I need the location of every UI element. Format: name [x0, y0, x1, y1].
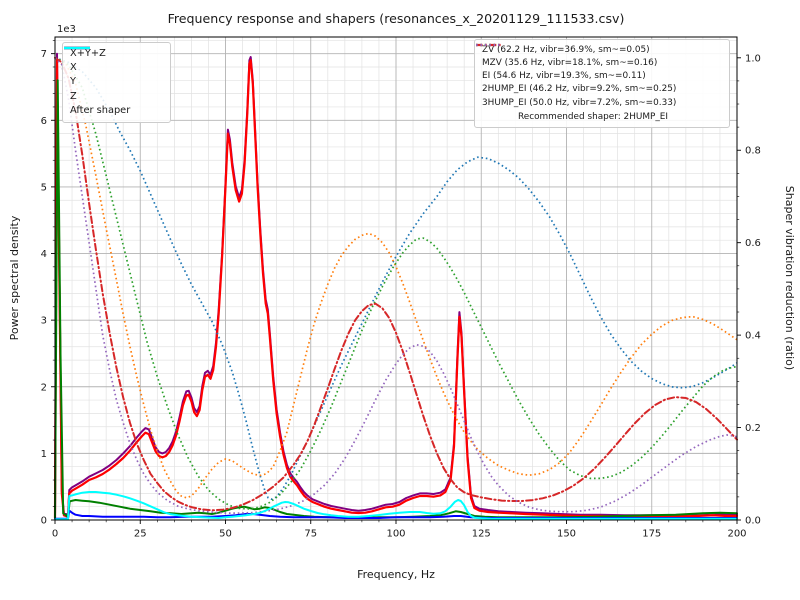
legend-item-label: 3HUMP_EI (50.0 Hz, vibr=7.2%, sm~=0.33)	[482, 97, 677, 108]
legend-item-label: ZV (62.2 Hz, vibr=36.9%, sm~=0.05)	[482, 45, 650, 55]
legend-line-swatch	[476, 43, 502, 47]
series-lines	[53, 52, 739, 521]
legend-item-y: Y	[64, 46, 162, 88]
legend-item-zv: ZV (62.2 Hz, vibr=36.9%, sm~=0.05)	[476, 43, 721, 56]
y-axis-label: Power spectral density	[8, 215, 21, 340]
y-axis-offset-label: 1e3	[57, 24, 76, 35]
axis-ticks	[51, 40, 741, 524]
tick-label: 25	[134, 529, 147, 540]
tick-label: 0.8	[745, 146, 761, 157]
tick-label: 100	[386, 529, 405, 540]
recommended-shaper-text: Recommended shaper: 2HUMP_EI	[518, 111, 669, 122]
tick-label: 175	[642, 529, 661, 540]
legend-shapers: ZV (62.2 Hz, vibr=36.9%, sm~=0.05) MZV (3…	[474, 39, 730, 128]
legend-item-label: After shaper	[70, 104, 131, 116]
legend-item-3hump_ei: 3HUMP_EI (50.0 Hz, vibr=7.2%, sm~=0.33)	[476, 43, 721, 109]
tick-label: 1.0	[745, 53, 761, 64]
legend-item-after: After shaper	[64, 46, 162, 117]
legend-item-label: Y	[70, 76, 76, 88]
series-shaper-mzv	[54, 57, 738, 499]
legend-item-label: EI (54.6 Hz, vibr=19.3%, sm~=0.11)	[482, 71, 646, 82]
tick-label: 5	[41, 182, 47, 193]
tick-label: 0	[41, 516, 47, 527]
y2-axis-label: Shaper vibration reduction (ratio)	[783, 186, 796, 370]
series-x	[53, 59, 739, 520]
legend-item-label: X+Y+Z	[70, 48, 106, 59]
legend-item-label: Z	[70, 90, 77, 102]
tick-label: 0.4	[745, 331, 761, 342]
legend-item-mzv: MZV (35.6 Hz, vibr=18.1%, sm~=0.16)	[476, 43, 721, 69]
legend-item-z: Z	[64, 46, 162, 103]
series-shaper-ei	[54, 57, 738, 510]
tick-label: 2	[41, 382, 47, 393]
tick-label: 7	[41, 49, 47, 60]
tick-label: 75	[304, 529, 317, 540]
tick-label: 150	[557, 529, 576, 540]
legend-item-x: X	[64, 46, 162, 74]
legend-item-2hump_ei: 2HUMP_EI (46.2 Hz, vibr=9.2%, sm~=0.25)	[476, 43, 721, 95]
tick-label: 4	[41, 249, 47, 260]
tick-label: 50	[219, 529, 232, 540]
tick-label: 0	[52, 529, 58, 540]
tick-label: 200	[727, 529, 746, 540]
tick-label: 1	[41, 449, 47, 460]
grid-minor	[55, 37, 737, 520]
tick-label: 6	[41, 116, 47, 127]
tick-label: 0.2	[745, 423, 761, 434]
x-axis-label: Frequency, Hz	[357, 568, 435, 581]
legend-item-label: 2HUMP_EI (46.2 Hz, vibr=9.2%, sm~=0.25)	[482, 84, 677, 95]
tick-label: 125	[472, 529, 491, 540]
axis-tick-labels: 0 25 50 75 100 125 150 175 200 0 1 2 3 4 5 6 7 0.0 0.2 0.4 0…	[41, 49, 761, 539]
chart-title: Frequency response and shapers (resonanc…	[168, 11, 625, 26]
series-after-shaper	[54, 491, 738, 521]
series-shaper-2hump_ei	[54, 56, 738, 512]
legend-measured-curves: X+Y+Z X Y Z After shaper	[62, 42, 171, 124]
legend-item-label: MZV (35.6 Hz, vibr=18.1%, sm~=0.16)	[482, 58, 658, 69]
tick-label: 0.6	[745, 238, 761, 249]
tick-label: 0.0	[745, 516, 761, 527]
tick-label: 3	[41, 316, 47, 327]
legend-item-ei: EI (54.6 Hz, vibr=19.3%, sm~=0.11)	[476, 43, 721, 82]
legend-line-swatch	[476, 43, 502, 47]
legend-line-swatch	[64, 46, 90, 50]
series-shaper-zv	[54, 56, 738, 501]
legend-item-label: X	[70, 62, 77, 74]
